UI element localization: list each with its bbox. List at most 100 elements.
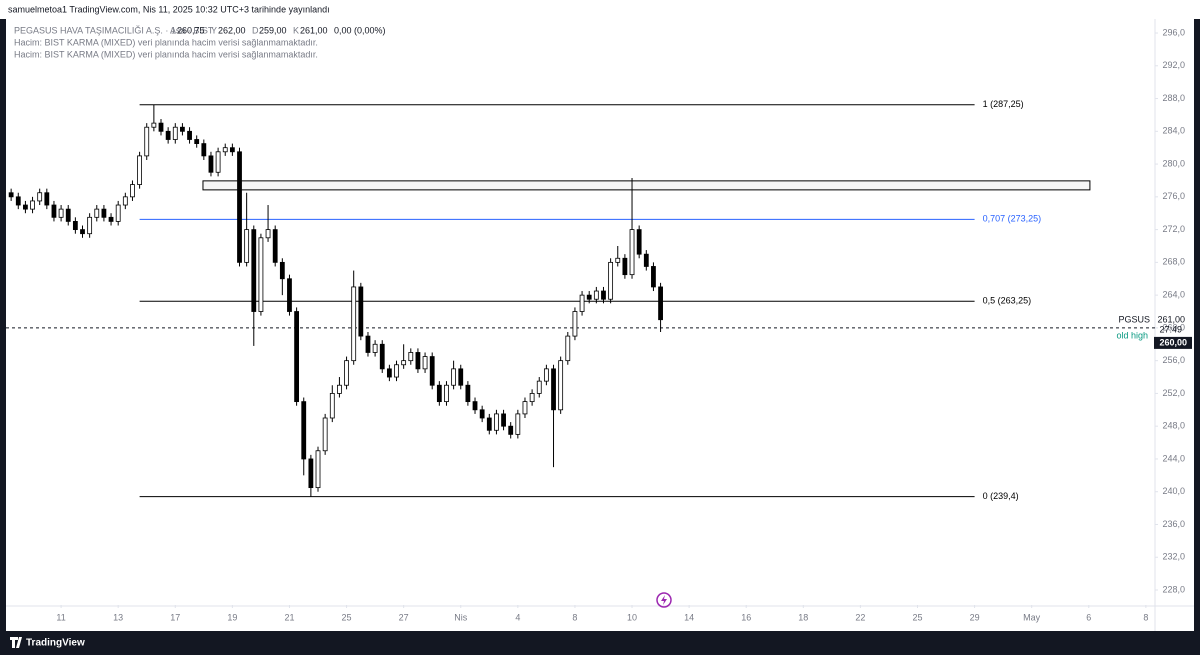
candle-body <box>465 384 471 403</box>
candle-body <box>258 237 264 312</box>
x-tick-label: Nis <box>454 612 467 622</box>
x-tick-label: 6 <box>1086 612 1091 622</box>
x-tick-label: 13 <box>113 612 123 622</box>
candle-body <box>329 393 335 419</box>
ohlc-value: 261,00 <box>300 25 328 35</box>
candle-body <box>486 417 492 431</box>
ohlc-value: 259,00 <box>259 25 287 35</box>
y-tick-label: 284,0 <box>1162 126 1185 136</box>
x-tick-label: 8 <box>1143 612 1148 622</box>
ohlc-key: K <box>293 25 299 35</box>
candle-body <box>222 147 228 153</box>
candle-body <box>386 368 392 378</box>
candle-body <box>565 335 571 362</box>
fib-label: 0,707 (273,25) <box>983 214 1042 224</box>
candle-body <box>108 216 114 222</box>
candle-body <box>643 253 649 267</box>
candle-body <box>215 151 221 173</box>
candle-body <box>265 229 271 239</box>
ohlc-key: Y <box>211 25 217 35</box>
y-tick-label: 256,0 <box>1162 355 1185 365</box>
zone <box>202 180 1091 191</box>
candle-body <box>458 368 464 386</box>
candle-body <box>251 229 257 312</box>
candle-body <box>429 356 435 386</box>
x-tick-label: 21 <box>284 612 294 622</box>
x-tick-label: 16 <box>741 612 751 622</box>
y-tick-label: 248,0 <box>1162 421 1185 431</box>
ohlc-legend: A 260,75 Y 262,00 D 259,00 K 261,00 0,00 (0,00%) <box>170 25 386 35</box>
x-tick-label: 25 <box>342 612 352 622</box>
y-tick-label: 240,0 <box>1162 486 1185 496</box>
y-tick-label: 276,0 <box>1162 191 1185 201</box>
fib-label: 1 (287,25) <box>983 99 1024 109</box>
candle-body <box>351 286 357 362</box>
candle-body <box>201 143 207 157</box>
candle-body <box>629 229 635 276</box>
candle-body <box>472 401 478 411</box>
candle-body <box>622 257 628 276</box>
candle-body <box>608 261 614 300</box>
candle-body <box>494 413 499 431</box>
x-tick-label: 11 <box>56 612 65 622</box>
ohlc-key: D <box>252 25 259 35</box>
candle-body <box>444 384 449 403</box>
y-tick-label: 228,0 <box>1162 584 1185 594</box>
candle-body <box>543 368 549 382</box>
candle-body <box>436 384 442 403</box>
candle-body <box>294 311 300 403</box>
x-tick-label: 19 <box>227 612 237 622</box>
candle-body <box>579 294 585 312</box>
candle-body <box>551 368 556 411</box>
y-tick-label: 244,0 <box>1162 453 1185 463</box>
candle-body <box>80 229 85 235</box>
candle-body <box>44 192 50 206</box>
candle-body <box>636 229 642 255</box>
last-price-label: 260,00 <box>1159 337 1187 347</box>
candle-body <box>529 393 535 403</box>
candle-body <box>65 208 71 222</box>
candle-body <box>451 368 457 386</box>
candle-body <box>58 208 64 218</box>
candle-body <box>615 257 621 263</box>
y-tick-label: 296,0 <box>1162 27 1185 37</box>
x-tick-label: 17 <box>170 612 180 622</box>
note: old high <box>1116 330 1148 340</box>
candle-body <box>501 413 506 427</box>
candle-body <box>593 290 599 300</box>
volume-note: Hacim: BIST KARMA (MIXED) veri planında … <box>14 37 318 47</box>
ohlc-value: 260,75 <box>177 25 205 35</box>
x-tick-label: 8 <box>572 612 577 622</box>
candle-body <box>194 139 200 144</box>
y-tick-label: 272,0 <box>1162 224 1185 234</box>
y-tick-label: 288,0 <box>1162 93 1185 103</box>
candle-body <box>372 343 378 353</box>
symbol-price: 261,00 <box>1157 314 1185 324</box>
y-tick-label: 252,0 <box>1162 388 1185 398</box>
x-tick-label: 4 <box>515 612 520 622</box>
y-tick-label: 236,0 <box>1162 519 1185 529</box>
candle-body <box>379 343 385 370</box>
candle-body <box>180 126 185 132</box>
candle-body <box>479 409 485 419</box>
symbol-line: PEGASUS HAVA TAŞIMACILIĞI A.Ş. · 1sa · B… <box>14 25 214 35</box>
candle-body <box>87 216 93 235</box>
x-tick-label: 22 <box>855 612 865 622</box>
candle-body <box>72 221 78 231</box>
event-icon[interactable] <box>656 592 672 608</box>
candle-body <box>94 208 100 218</box>
candle-body <box>158 122 164 132</box>
y-tick-label: 232,0 <box>1162 552 1185 562</box>
candle-body <box>151 122 157 128</box>
candle-body <box>394 364 399 378</box>
candle-body <box>187 130 192 140</box>
candle-body <box>358 286 364 337</box>
y-tick-label: 268,0 <box>1162 257 1185 267</box>
candle-body <box>365 335 371 353</box>
candle-body <box>272 229 278 263</box>
candle-body <box>8 192 14 198</box>
candle-body <box>30 200 35 210</box>
candle-body <box>415 352 421 370</box>
